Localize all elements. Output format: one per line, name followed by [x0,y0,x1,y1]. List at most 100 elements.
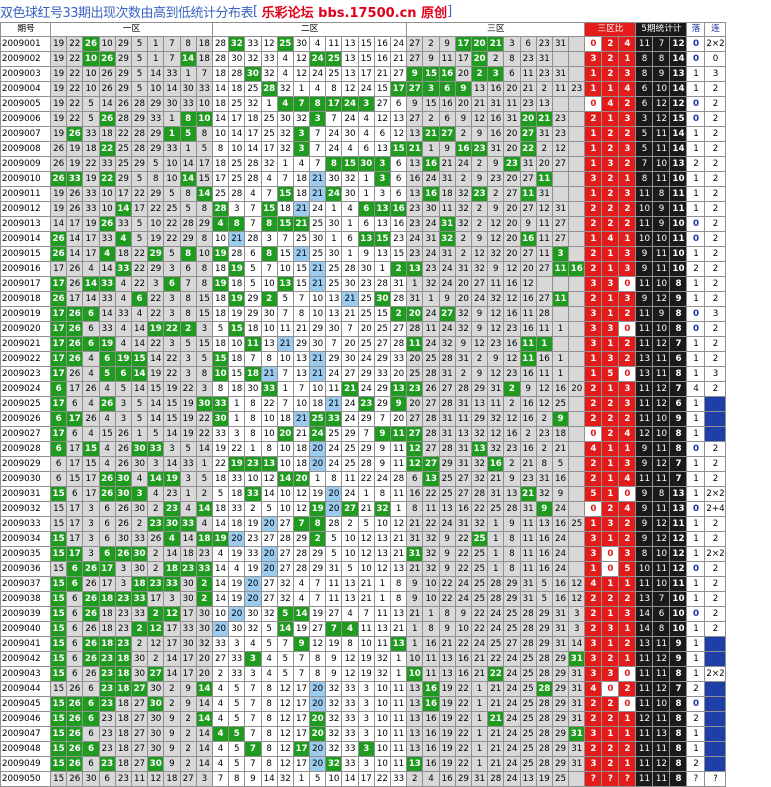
number-cell: 29 [147,186,165,202]
stat-cell: 10 [635,231,654,247]
title-main: 双色球红号33期出现次数由高到低统计分布表 [0,5,254,21]
lian-cell [704,681,727,697]
number-cell: 1 [163,111,181,127]
number-cell: 2 [390,261,408,277]
number-cell: 7 [292,651,311,667]
number-cell: 28 [179,216,197,232]
number-cell: 17 [66,516,84,532]
table-row: 2009005 19 22 5 14 26 28 29 30 33 10 18 25 32 1 4 7 8 17 24… [0,96,727,112]
number-cell: 23 [406,246,424,262]
issue-cell: 2009019 [0,306,51,322]
number-cell: 25 [309,216,327,232]
number-cell: 11 [503,96,521,112]
number-cell: 16 [487,456,505,472]
number-cell [568,471,586,487]
number-cell: 27 [438,126,456,142]
number-cell: 2 [535,141,553,157]
header-luo: 落 [686,22,706,37]
number-cell: 2 [147,606,165,622]
number-cell: 3 [179,351,197,367]
number-cell: 15 [195,291,213,307]
number-cell: 22 [422,516,440,532]
number-cell: 13 [390,636,408,652]
number-cell: 4 [211,216,230,232]
number-cell: 6 [503,66,521,82]
number-cell: 4 [98,381,116,397]
number-cell: 9 [179,681,197,697]
number-cell: 8 [179,186,197,202]
number-cell: 12 [503,351,521,367]
stat-cell: 11 [652,666,671,682]
number-cell: 17 [82,246,100,262]
number-cell: 27 [390,321,408,337]
number-cell: 17 [49,336,68,352]
number-cell: 33 [130,591,149,607]
number-cell: 6 [66,621,84,637]
ratio-cell: 1 [601,291,620,307]
number-cell: 12 [292,501,311,517]
lian-cell: 2 [704,471,727,487]
luo-cell: 1 [686,621,706,637]
number-cell: 17 [114,186,132,202]
number-cell: 4 [82,366,100,382]
number-cell: 30 [228,51,246,67]
number-cell: 3 [228,426,246,442]
number-cell: 8 [195,366,213,382]
number-cell: 25 [114,156,132,172]
number-cell: 5 [130,51,149,67]
number-cell: 27 [406,411,424,427]
number-cell: 16 [422,681,440,697]
number-cell: 18 [292,171,311,187]
number-cell: 24 [503,741,521,757]
stat-cell: 11 [635,216,654,232]
number-cell: 11 [535,321,553,337]
number-cell: 19 [228,261,246,277]
number-cell: 8 [195,276,213,292]
number-cell: 17 [292,741,311,757]
number-cell: 10 [260,321,278,337]
number-cell: 13 [406,126,424,142]
number-cell: 9 [406,576,424,592]
lian-cell [704,636,727,652]
lian-cell: 2×2 [704,36,727,52]
number-cell: 31 [568,681,586,697]
number-cell: 9 [487,351,505,367]
number-cell: 25 [325,51,343,67]
number-cell: 24 [470,291,489,307]
number-cell: 8 [503,51,521,67]
number-cell: 29 [179,231,197,247]
number-cell: 1 [357,486,375,502]
issue-cell: 2009016 [0,261,51,277]
number-cell: 8 [422,621,440,637]
ratio-cell: 3 [584,666,603,682]
number-cell: 21 [487,696,505,712]
number-cell: 25 [357,291,375,307]
ratio-cell: 3 [584,321,603,337]
ratio-cell: 3 [618,261,637,277]
number-cell: 33 [82,186,100,202]
number-cell: 3 [195,771,213,787]
issue-cell: 2009015 [0,246,51,262]
table-row: 2009001 19 22 26 10 29 5 1 7 8 18 28 32 33 12 25 30 4 11 13… [0,36,727,52]
lian-cell: 2×2 [704,666,727,682]
number-cell: 30 [325,171,343,187]
number-cell: 19 [82,216,100,232]
number-cell: 6 [49,381,68,397]
number-cell: 1 [487,516,505,532]
stat-cell: 12 [652,531,671,547]
number-cell: 9 [519,216,537,232]
number-cell: 23 [163,501,181,517]
number-cell: 13 [373,621,392,637]
number-cell: 12 [292,66,311,82]
number-cell: 28 [422,366,440,382]
number-cell: 28 [244,231,262,247]
number-cell: 29 [114,51,132,67]
number-cell: 30 [114,471,132,487]
number-cell: 10 [422,591,440,607]
number-cell: 30 [195,396,213,412]
issue-cell: 2009022 [0,351,51,367]
number-cell: 27 [130,681,149,697]
luo-cell: 0 [686,306,706,322]
number-cell: 16 [535,561,553,577]
number-cell: 10 [276,261,294,277]
